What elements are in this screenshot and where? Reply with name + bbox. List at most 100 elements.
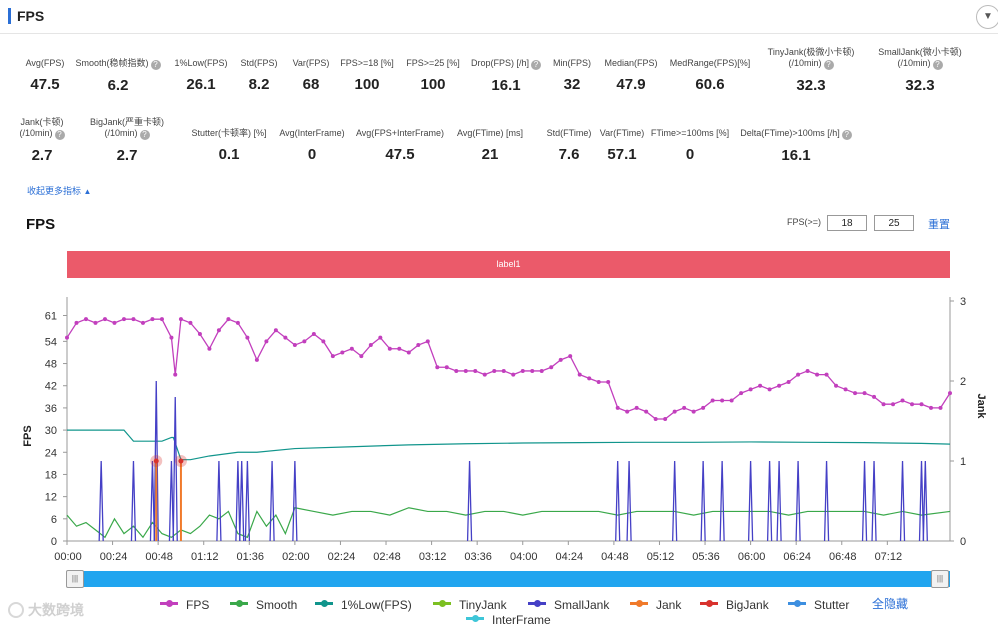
legend-item[interactable]: Jank — [630, 598, 681, 612]
small-jank-spike — [244, 460, 251, 542]
fps-point — [454, 368, 459, 373]
y2-axis-title: Jank — [975, 393, 987, 419]
help-icon[interactable]: ? — [139, 130, 150, 140]
metric-value: 7.6 — [558, 146, 580, 163]
metric-card: Var(FPS) 68 — [251, 47, 371, 93]
section-title: FPS — [17, 8, 45, 24]
legend-item[interactable]: InterFrame — [466, 613, 551, 627]
fps-point — [891, 402, 896, 407]
label-band[interactable]: label1 — [67, 251, 950, 278]
metric-label-line: Avg(FTime) [ms] — [456, 128, 523, 138]
help-icon[interactable]: ? — [531, 60, 541, 70]
metric-label: Smooth(稳帧指数)? — [58, 58, 178, 70]
help-icon[interactable]: ? — [150, 60, 161, 70]
x-tick-label: 05:36 — [692, 551, 720, 563]
help-icon[interactable]: ? — [932, 60, 943, 70]
x-tick-label: 01:12 — [191, 551, 219, 563]
fps-point — [311, 331, 316, 336]
metric-label: Var(FPS) — [251, 58, 371, 69]
low1-series-line — [67, 429, 951, 461]
small-jank-spike — [899, 460, 906, 542]
time-range-scroller[interactable]: ||| ||| — [66, 570, 950, 588]
y-axis-title: FPS — [22, 425, 34, 446]
reset-button[interactable]: 重置 — [928, 219, 950, 231]
fps-point — [653, 417, 658, 421]
legend-swatch-icon — [230, 600, 248, 607]
metric-label: Var(FTime) — [562, 128, 682, 139]
x-tick-label: 00:48 — [145, 551, 173, 563]
collapse-metrics-link[interactable]: 收起更多指标 ▲ — [27, 184, 91, 197]
y-tick-label: 42 — [45, 381, 57, 393]
hide-all-toggle[interactable]: 全隐藏 — [872, 597, 909, 611]
metric-card: Stutter(卡顿率) [%] 0.1 — [169, 117, 289, 163]
x-tick-label: 01:36 — [237, 551, 265, 563]
metric-label-line: Std(FPS) — [240, 58, 278, 68]
metric-label: Drop(FPS) [/h]? — [446, 58, 566, 70]
small-jank-spike — [98, 460, 104, 542]
metric-label-line: Min(FPS) — [553, 58, 591, 68]
metric-value: 47.5 — [30, 76, 60, 93]
section-header: FPS ▼ — [0, 0, 998, 34]
scroller-right-handle[interactable]: ||| — [931, 570, 949, 588]
metric-value: 6.2 — [107, 77, 129, 94]
metric-label: SmallJank(微小卡顿) (/10min)? — [860, 47, 980, 70]
small-jank-spike — [172, 396, 178, 542]
metric-label-line: Std(FTime) — [546, 128, 592, 138]
metric-label-line: Drop(FPS) [/h]? — [446, 58, 566, 70]
legend-item[interactable]: BigJank — [700, 598, 769, 612]
legend-label: Stutter — [814, 598, 850, 612]
legend-swatch-icon — [160, 600, 178, 607]
fps-point — [173, 372, 178, 377]
fps-threshold-input-1[interactable] — [827, 215, 867, 231]
x-tick-label: 00:00 — [54, 551, 82, 563]
legend-item[interactable]: Stutter — [788, 598, 849, 612]
small-jank-spike — [672, 460, 678, 542]
y-tick-label: 6 — [51, 514, 57, 526]
collapse-chevron-icon[interactable]: ▼ — [976, 5, 998, 29]
fps-point — [805, 368, 810, 373]
metric-label: BigJank(严重卡顿) (/10min)? — [67, 117, 187, 140]
legend-item[interactable]: 1%Low(FPS) — [315, 598, 412, 612]
help-icon[interactable]: ? — [823, 60, 834, 70]
fps-point — [102, 317, 107, 322]
fps-point — [264, 339, 269, 344]
big-jank-point — [178, 458, 184, 464]
fps-threshold-input-2[interactable] — [874, 215, 914, 231]
chart-legend: 全隐藏 FPS Smooth 1%Low(FPS) TinyJank SmallJank… — [0, 594, 998, 630]
small-jank-spike — [130, 460, 137, 542]
fps-point — [938, 405, 943, 410]
scroller-left-handle[interactable]: ||| — [66, 570, 84, 588]
collapse-metrics-label: 收起更多指标 — [27, 186, 82, 196]
legend-item[interactable]: FPS — [160, 598, 209, 612]
metric-card: 1%Low(FPS) 26.1 — [141, 47, 261, 93]
help-icon[interactable]: ? — [841, 130, 852, 140]
metric-label-line: Median(FPS) — [604, 58, 658, 68]
fps-point — [197, 331, 202, 336]
legend-item[interactable]: SmallJank — [528, 598, 609, 612]
legend-item[interactable]: TinyJank — [433, 598, 507, 612]
small-jank-spike — [466, 460, 473, 542]
metric-value: 68 — [302, 76, 320, 93]
fps-point — [539, 368, 544, 373]
fps-point — [615, 405, 620, 410]
small-jank-spike — [216, 460, 222, 542]
fps-point — [349, 346, 354, 351]
metric-value: 0.1 — [218, 146, 240, 163]
small-jank-spike — [719, 460, 725, 542]
help-icon[interactable]: ? — [54, 130, 65, 140]
fps-point — [577, 372, 582, 377]
fps-point — [207, 346, 212, 351]
legend-item[interactable]: Smooth — [230, 598, 297, 612]
metric-label-line: SmallJank(微小卡顿) — [878, 47, 962, 57]
fps-point — [558, 357, 563, 362]
fps-point — [368, 343, 373, 348]
fps-point — [729, 398, 734, 403]
metric-label-line: Smooth(稳帧指数)? — [58, 58, 178, 70]
metric-label-line: Var(FTime) — [599, 128, 645, 138]
metric-label-line: (/10min)? — [0, 128, 102, 140]
metric-value: 57.1 — [607, 146, 637, 163]
y-tick-label: 0 — [51, 536, 57, 548]
fps-point — [406, 350, 411, 355]
